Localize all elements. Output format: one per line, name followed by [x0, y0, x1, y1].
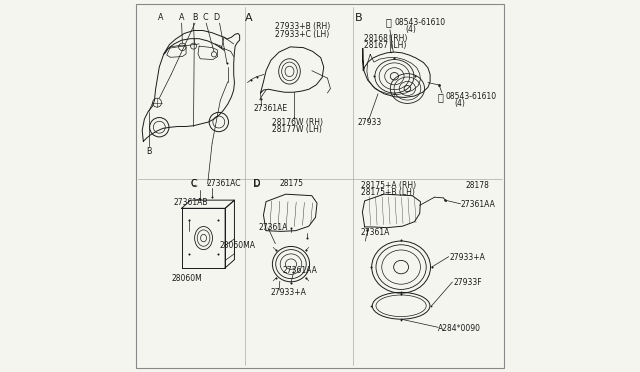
Text: 27361A: 27361A: [361, 228, 390, 237]
Text: C: C: [203, 13, 209, 22]
Text: 27933+A: 27933+A: [271, 288, 307, 297]
Text: 28178: 28178: [465, 181, 489, 190]
Text: 27933F: 27933F: [454, 278, 483, 287]
Text: 28060MA: 28060MA: [220, 241, 255, 250]
Text: B: B: [355, 13, 363, 23]
Text: A: A: [159, 13, 164, 22]
Text: B: B: [146, 147, 152, 155]
Text: (4): (4): [406, 25, 417, 34]
Text: D: D: [212, 13, 219, 22]
Text: Ⓢ: Ⓢ: [437, 92, 443, 102]
Text: C: C: [190, 179, 197, 189]
Text: 28175+B (LH): 28175+B (LH): [361, 188, 415, 197]
Text: 28168 (RH): 28168 (RH): [364, 34, 407, 43]
Text: (4): (4): [454, 99, 465, 108]
Text: D: D: [253, 179, 260, 189]
Text: 27933: 27933: [357, 118, 381, 127]
Text: Ⓢ: Ⓢ: [385, 17, 391, 27]
Text: A: A: [244, 13, 252, 23]
Text: 28176W (RH): 28176W (RH): [271, 118, 323, 127]
Text: A284*0090: A284*0090: [438, 324, 481, 333]
Text: 28175: 28175: [279, 179, 303, 188]
Text: A: A: [179, 13, 184, 22]
Text: 27933+A: 27933+A: [449, 253, 485, 262]
Text: 28060M: 28060M: [172, 274, 202, 283]
Text: C: C: [191, 179, 196, 188]
Text: 28167 (LH): 28167 (LH): [364, 41, 406, 50]
Text: 08543-61610: 08543-61610: [394, 18, 445, 27]
Text: 27361AA: 27361AA: [283, 266, 317, 275]
Text: 27933+B (RH): 27933+B (RH): [275, 22, 330, 31]
Text: 28177W (LH): 28177W (LH): [271, 125, 321, 134]
Text: 27361AC: 27361AC: [207, 179, 241, 188]
Text: 08543-61610: 08543-61610: [445, 92, 497, 101]
Text: 27361A: 27361A: [259, 223, 288, 232]
Text: 27361AE: 27361AE: [254, 104, 288, 113]
Text: 27361AB: 27361AB: [173, 198, 207, 207]
Text: D: D: [253, 179, 260, 188]
Text: 27933+C (LH): 27933+C (LH): [275, 30, 329, 39]
Text: 28175+A (RH): 28175+A (RH): [361, 181, 416, 190]
Text: 27361AA: 27361AA: [461, 200, 495, 209]
Text: B: B: [192, 13, 198, 22]
